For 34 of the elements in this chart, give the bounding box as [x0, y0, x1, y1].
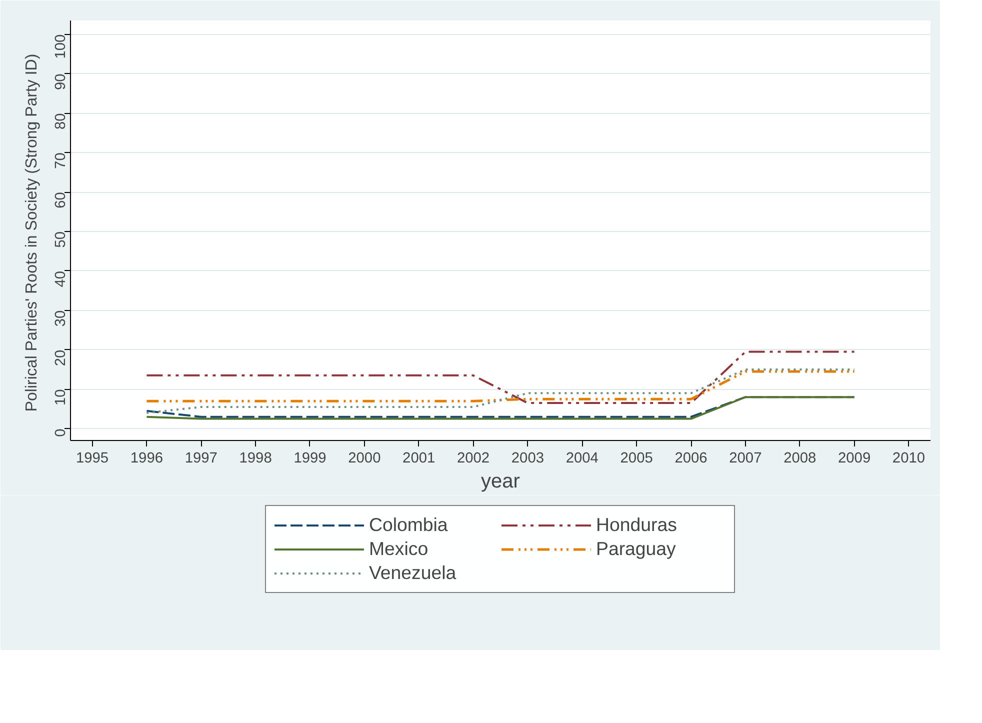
y-tick-label: 10: [53, 389, 69, 406]
y-tick-label: 80: [53, 113, 69, 130]
x-tick-label: 2009: [838, 450, 871, 466]
y-tick-label: 50: [53, 231, 69, 248]
x-axis-title: year: [481, 470, 520, 492]
y-axis-title: Polirical Parties' Roots in Society (Strong Party ID): [24, 54, 40, 412]
x-tick-label: 2004: [566, 450, 598, 466]
y-tick-label: 90: [53, 74, 69, 90]
x-tick-label: 2000: [348, 450, 381, 466]
legend-label: Honduras: [596, 514, 678, 536]
legend-label: Colombia: [369, 514, 449, 536]
legend-label: Paraguay: [596, 538, 677, 560]
x-tick-label: 2002: [456, 450, 490, 466]
y-tick-label: 40: [53, 270, 69, 288]
x-tick-label: 2008: [784, 450, 816, 466]
x-tick-label: 1996: [130, 450, 164, 466]
x-tick-label: 1999: [294, 450, 326, 466]
legend-label: Mexico: [369, 538, 430, 560]
x-tick-label: 2010: [892, 450, 926, 466]
y-tick-label: 70: [53, 152, 69, 169]
x-tick-label: 1998: [239, 450, 272, 466]
x-tick-label: 1995: [76, 450, 109, 466]
x-tick-label: 2007: [729, 450, 762, 466]
y-tick-label: 100: [53, 34, 69, 59]
x-tick-label: 2001: [402, 450, 436, 466]
y-tick-label: 20: [53, 350, 69, 366]
x-tick-label: 2003: [511, 450, 544, 466]
x-tick-label: 1997: [184, 450, 218, 466]
y-tick-label: 60: [53, 192, 69, 208]
y-tick-label: 0: [53, 428, 69, 437]
legend-label: Venezuela: [369, 562, 458, 584]
y-tick-label: 30: [53, 310, 69, 327]
x-tick-label: 2005: [620, 450, 653, 466]
x-tick-label: 2006: [674, 450, 708, 466]
